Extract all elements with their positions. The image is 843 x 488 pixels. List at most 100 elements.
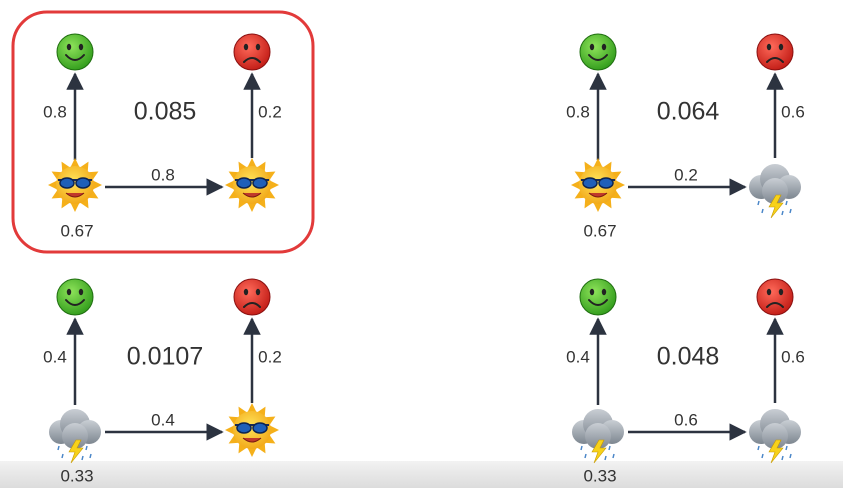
storm-icon	[749, 164, 801, 219]
rain-drop	[61, 453, 64, 459]
sun-icon	[225, 158, 279, 212]
start-prob: 0.67	[60, 221, 93, 240]
storm-icon	[572, 409, 624, 464]
rain-drop	[781, 455, 784, 461]
eye	[778, 288, 784, 296]
start-prob: 0.67	[583, 221, 616, 240]
rain-drop	[584, 453, 587, 459]
rain-drop	[757, 445, 760, 451]
storm-icon	[749, 409, 801, 464]
mouth	[588, 54, 608, 61]
rain-drop	[781, 210, 784, 216]
eye	[766, 43, 772, 51]
emission-prob: 0.2	[258, 347, 282, 366]
transition-prob: 0.4	[151, 410, 175, 429]
cloud-puff	[585, 423, 611, 449]
rain-drop	[604, 455, 607, 461]
eye	[601, 288, 607, 296]
sun-icon	[571, 158, 625, 212]
sunglass-lens	[252, 177, 268, 189]
eye	[255, 43, 261, 51]
mouth	[766, 302, 784, 308]
face-circle	[579, 278, 617, 316]
face-circle	[56, 278, 94, 316]
sunglass-lens	[598, 177, 614, 189]
rain-drop	[789, 208, 792, 214]
sequence-prob: 0.064	[657, 98, 720, 126]
rain-drop	[89, 453, 92, 459]
cloud-puff	[762, 423, 788, 449]
sunglass-lens	[252, 422, 268, 434]
eye	[255, 288, 261, 296]
sunglass-lens	[59, 177, 75, 189]
sun-body	[579, 166, 617, 204]
rain-drop	[789, 453, 792, 459]
lightning	[768, 439, 784, 464]
rain-drop	[81, 455, 84, 461]
face-circle	[756, 278, 794, 316]
sun-icon	[225, 403, 279, 457]
rain-drop	[580, 445, 583, 451]
sunglass-lens	[236, 177, 252, 189]
highlight-border	[11, 10, 315, 254]
sun-smile	[242, 437, 262, 443]
sunglass-lens	[236, 422, 252, 434]
happy-face	[56, 278, 94, 316]
sad-face	[233, 33, 271, 71]
sequence-prob: 0.048	[657, 343, 720, 371]
happy-face	[579, 278, 617, 316]
sun-smile	[588, 192, 608, 198]
rain-drop	[612, 453, 615, 459]
eye	[243, 43, 249, 51]
sequence-prob: 0.0107	[127, 343, 203, 371]
eye	[78, 43, 84, 51]
mouth	[588, 299, 608, 306]
cloud-puff	[62, 423, 88, 449]
start-prob: 0.33	[583, 466, 616, 485]
mouth	[243, 302, 261, 308]
sun-smile	[242, 192, 262, 198]
rain-drop	[761, 453, 764, 459]
happy-face	[579, 33, 617, 71]
eye	[66, 288, 72, 296]
mouth	[766, 57, 784, 63]
transition-prob: 0.8	[151, 165, 175, 184]
rain-drop	[761, 208, 764, 214]
rain-drop	[757, 200, 760, 206]
sun-body	[233, 411, 271, 449]
rain-drop	[85, 445, 88, 451]
emission-prob: 0.6	[781, 102, 805, 121]
happy-face	[56, 33, 94, 71]
rain-drop	[57, 445, 60, 451]
sad-face	[756, 278, 794, 316]
lightning	[768, 194, 784, 219]
lightning	[591, 439, 607, 464]
mouth	[65, 54, 85, 61]
rain-drop	[785, 200, 788, 206]
eye	[778, 43, 784, 51]
emission-prob: 0.8	[43, 102, 67, 121]
mouth	[65, 299, 85, 306]
sun-icon	[48, 158, 102, 212]
emission-prob: 0.6	[781, 347, 805, 366]
eye	[601, 43, 607, 51]
emission-prob: 0.4	[566, 347, 590, 366]
emission-prob: 0.2	[258, 102, 282, 121]
rain-drop	[785, 445, 788, 451]
sad-face	[233, 278, 271, 316]
mouth	[243, 57, 261, 63]
storm-icon	[49, 409, 101, 464]
lightning	[68, 439, 84, 464]
transition-prob: 0.6	[674, 410, 698, 429]
eye	[243, 288, 249, 296]
face-circle	[756, 33, 794, 71]
rain-drop	[608, 445, 611, 451]
face-circle	[233, 278, 271, 316]
cloud-puff	[762, 178, 788, 204]
emission-prob: 0.8	[566, 102, 590, 121]
transition-prob: 0.2	[674, 165, 698, 184]
eye	[766, 288, 772, 296]
sun-body	[233, 166, 271, 204]
eye	[589, 288, 595, 296]
